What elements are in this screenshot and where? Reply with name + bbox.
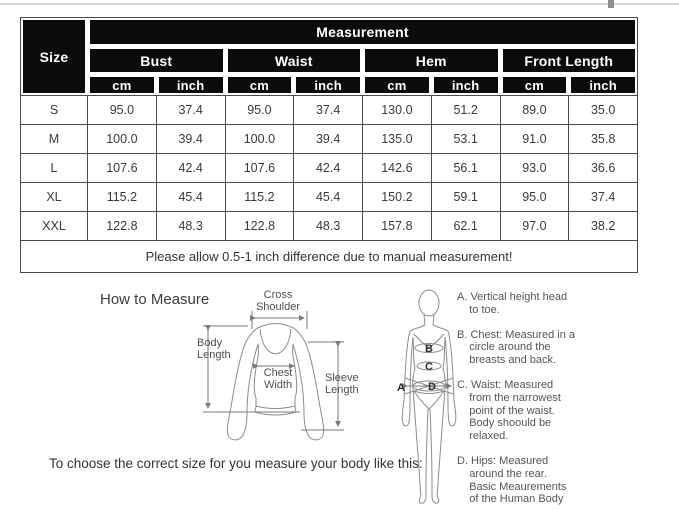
- sleeve-length-label: Sleeve Length: [325, 372, 359, 396]
- measurement-table: Size Measurement Bust Waist Hem Front Le…: [20, 17, 638, 273]
- size-column-header: Size: [21, 18, 87, 95]
- unit-header: cm: [225, 75, 294, 95]
- value-cell: 97.0: [500, 212, 569, 240]
- value-cell: 45.4: [156, 183, 225, 211]
- value-cell: 39.4: [156, 125, 225, 153]
- how-to-measure-title: How to Measure: [100, 291, 210, 308]
- choose-size-instruction: To choose the correct size for you measu…: [49, 456, 423, 471]
- value-cell: 115.2: [88, 183, 156, 211]
- size-cell: XXL: [21, 212, 87, 240]
- measurement-table-header: Size Measurement Bust Waist Hem Front Le…: [21, 18, 637, 95]
- value-cell: 37.4: [156, 96, 225, 124]
- body-outline: [402, 290, 456, 503]
- top-right-artifact: [608, 0, 614, 8]
- value-cell: 45.4: [294, 183, 362, 211]
- chest-width-label: Chest Width: [263, 367, 293, 391]
- value-cell: 100.0: [88, 125, 156, 153]
- value-cell: 48.3: [156, 212, 225, 240]
- measurement-header: Measurement: [88, 18, 637, 46]
- garment-outline: [227, 324, 323, 440]
- unit-header: cm: [500, 75, 569, 95]
- value-cell: 135.0: [363, 125, 431, 153]
- value-cell: 122.8: [225, 212, 294, 240]
- value-cell: 115.2: [225, 183, 294, 211]
- letter-d: D: [428, 381, 436, 393]
- unit-header: inch: [431, 75, 500, 95]
- value-cell: 157.8: [363, 212, 431, 240]
- value-cell: 38.2: [569, 212, 637, 240]
- value-cell: 150.2: [363, 183, 431, 211]
- value-cell: 100.0: [225, 125, 294, 153]
- value-cell: 35.0: [569, 96, 637, 124]
- value-cell: 95.0: [500, 183, 569, 211]
- measure-descriptions: A. Vertical height head to toe. B. Chest…: [457, 291, 577, 511]
- value-cell: 42.4: [156, 154, 225, 182]
- value-cell: 93.0: [500, 154, 569, 182]
- value-cell: 36.6: [569, 154, 637, 182]
- value-cell: 35.8: [569, 125, 637, 153]
- value-cell: 39.4: [294, 125, 362, 153]
- value-cell: 130.0: [363, 96, 431, 124]
- value-cell: 91.0: [500, 125, 569, 153]
- description-c: C. Waist: Measured from the narrowest po…: [457, 378, 561, 443]
- value-cell: 142.6: [363, 154, 431, 182]
- value-cell: 53.1: [431, 125, 500, 153]
- value-cell: 95.0: [225, 96, 294, 124]
- value-cell: 48.3: [294, 212, 362, 240]
- value-cell: 62.1: [431, 212, 500, 240]
- size-cell: L: [21, 154, 87, 182]
- unit-header: inch: [569, 75, 637, 95]
- front-length-header: Front Length: [500, 47, 637, 74]
- bust-header: Bust: [88, 47, 225, 74]
- cross-shoulder-label: Cross Shoulder: [255, 289, 301, 313]
- unit-header: cm: [88, 75, 156, 95]
- value-cell: 42.4: [294, 154, 362, 182]
- letter-a: A: [397, 382, 405, 394]
- unit-header: inch: [294, 75, 362, 95]
- measurement-note: Please allow 0.5-1 inch difference due t…: [21, 241, 637, 272]
- size-cell: XL: [21, 183, 87, 211]
- description-a: A. Vertical height head to toe.: [457, 291, 568, 316]
- top-divider-line: [0, 3, 679, 5]
- value-cell: 95.0: [88, 96, 156, 124]
- value-cell: 37.4: [569, 183, 637, 211]
- value-cell: 107.6: [88, 154, 156, 182]
- letter-c: C: [425, 361, 433, 373]
- body-length-label: Body Length: [197, 337, 231, 361]
- hem-header: Hem: [363, 47, 500, 74]
- value-cell: 122.8: [88, 212, 156, 240]
- letter-b: B: [425, 343, 433, 355]
- value-cell: 56.1: [431, 154, 500, 182]
- unit-header: inch: [156, 75, 225, 95]
- value-cell: 89.0: [500, 96, 569, 124]
- unit-header: cm: [363, 75, 431, 95]
- size-cell: M: [21, 125, 87, 153]
- value-cell: 59.1: [431, 183, 500, 211]
- garment-measure-diagram: [190, 282, 385, 457]
- value-cell: 51.2: [431, 96, 500, 124]
- size-cell: S: [21, 96, 87, 124]
- measurement-table-body: S 95.0 37.4 95.0 37.4 130.0 51.2 89.0 35.0 M 100.0…: [21, 95, 637, 272]
- value-cell: 107.6: [225, 154, 294, 182]
- description-b: B. Chest: Measured in a circle around th…: [457, 328, 576, 367]
- value-cell: 37.4: [294, 96, 362, 124]
- description-d: D. Hips: Measured around the rear. Basic…: [457, 454, 567, 506]
- human-body-diagram: A B C D: [397, 284, 464, 511]
- waist-header: Waist: [225, 47, 362, 74]
